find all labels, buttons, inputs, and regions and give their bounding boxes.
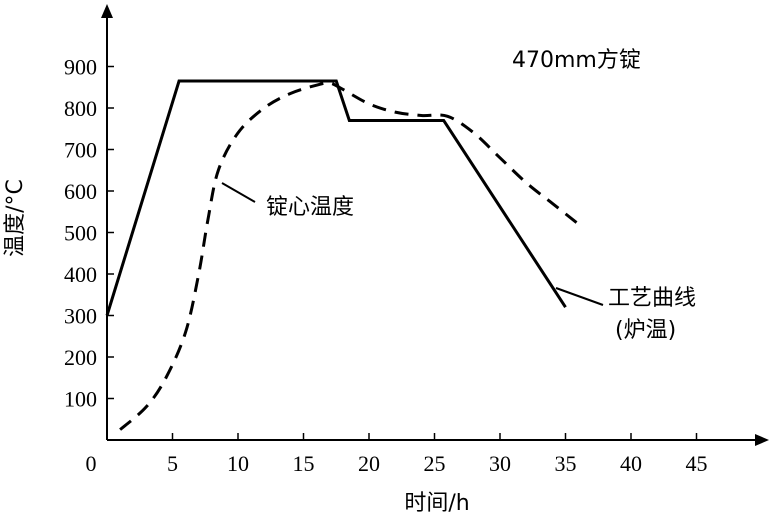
x-tick-label: 40 [620,451,642,476]
x-ticks: 0 5 10 15 20 25 30 35 40 45 [86,433,708,476]
x-tick-label: 5 [167,451,178,476]
x-tick-label: 20 [358,451,380,476]
y-axis-arrow [101,4,113,18]
y-ticks: 100 200 300 400 500 600 700 800 900 [64,55,114,412]
y-axis-label: 温度/°C [3,179,28,257]
annotation-ingot-core-text: 锭心温度 [266,195,354,220]
x-axis-label: 时间/h [404,491,469,516]
y-tick-label: 900 [64,55,97,80]
annotation-ingot-core-leader [221,182,256,203]
annotation-ingot-core: 锭心温度 [221,182,354,220]
annotation-process-curve-text-2: (炉温) [615,318,676,343]
y-tick-label: 200 [64,345,97,370]
series-layer [105,79,580,431]
annotation-process-curve-leader [555,287,604,306]
x-tick-label: 10 [227,451,249,476]
y-tick-label: 800 [64,96,97,121]
axes [101,4,769,446]
y-tick-label: 400 [64,262,97,287]
x-tick-label: 25 [424,451,446,476]
x-tick-label: 15 [293,451,315,476]
x-axis-arrow [755,434,769,446]
chart-title: 470mm方锭 [512,48,641,73]
y-tick-label: 700 [64,138,97,163]
x-tick-label: 0 [86,451,97,476]
series-ingot-core-line [119,81,580,431]
annotation-process-curve-text-1: 工艺曲线 [608,286,696,311]
y-tick-label: 100 [64,387,97,412]
x-tick-label: 35 [555,451,577,476]
series-process-curve-line [105,79,567,316]
y-tick-label: 500 [64,221,97,246]
x-tick-label: 45 [686,451,708,476]
x-tick-label: 30 [489,451,511,476]
annotation-process-curve: 工艺曲线 (炉温) [555,286,696,343]
y-tick-label: 600 [64,179,97,204]
y-tick-label: 300 [64,304,97,329]
